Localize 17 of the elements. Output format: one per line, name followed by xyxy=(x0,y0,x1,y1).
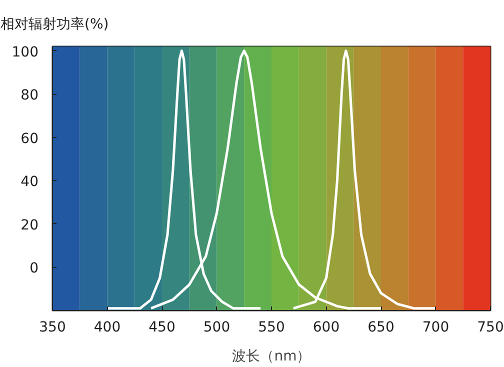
x-tick-label: 700 xyxy=(422,320,450,336)
y-tick-label: 100 xyxy=(12,44,39,60)
x-tick-label: 550 xyxy=(258,320,285,336)
x-tick-label: 500 xyxy=(203,320,230,336)
y-axis-title: 相对辐射功率(%) xyxy=(0,16,109,32)
x-tick-label: 400 xyxy=(94,320,121,336)
x-tick-label: 350 xyxy=(39,320,66,336)
y-tick-label: 80 xyxy=(20,88,39,104)
x-tick-label: 750 xyxy=(477,320,504,336)
x-tick-label: 450 xyxy=(148,320,176,336)
y-tick-label: 40 xyxy=(20,174,39,190)
x-tick-label: 650 xyxy=(368,320,394,336)
x-axis-title: 波长（nm） xyxy=(232,348,311,364)
y-tick-label: 0 xyxy=(30,260,39,277)
x-tick-label: 600 xyxy=(312,320,340,336)
y-tick-label: 60 xyxy=(20,130,39,147)
y-tick-label: 20 xyxy=(20,217,39,234)
